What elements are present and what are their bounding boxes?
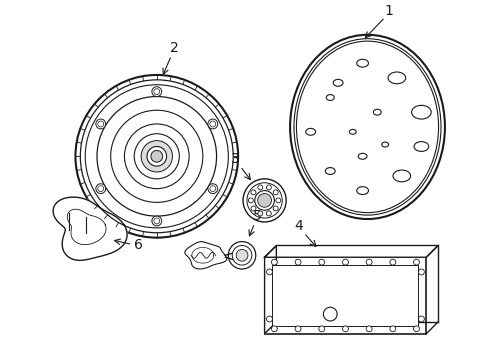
Circle shape: [254, 190, 274, 210]
Polygon shape: [53, 197, 127, 260]
Circle shape: [96, 184, 105, 194]
Circle shape: [342, 259, 347, 265]
Ellipse shape: [356, 59, 368, 67]
Circle shape: [318, 326, 324, 332]
Bar: [272, 265, 418, 326]
Circle shape: [124, 124, 189, 189]
Ellipse shape: [348, 129, 355, 134]
Circle shape: [75, 75, 238, 238]
Circle shape: [266, 185, 271, 190]
Circle shape: [366, 326, 371, 332]
Ellipse shape: [357, 153, 366, 159]
Ellipse shape: [387, 72, 405, 84]
Circle shape: [413, 259, 419, 265]
Bar: [264, 257, 426, 334]
Ellipse shape: [381, 142, 388, 147]
Circle shape: [366, 259, 371, 265]
Circle shape: [152, 216, 162, 226]
Circle shape: [323, 307, 336, 321]
Circle shape: [154, 218, 160, 224]
Circle shape: [257, 194, 271, 207]
Circle shape: [154, 89, 160, 95]
Circle shape: [246, 183, 282, 218]
Circle shape: [80, 80, 233, 233]
Ellipse shape: [332, 79, 342, 86]
Circle shape: [209, 121, 215, 127]
Polygon shape: [264, 246, 437, 257]
Ellipse shape: [411, 105, 430, 119]
Circle shape: [273, 206, 278, 211]
Text: 3: 3: [230, 152, 239, 166]
Circle shape: [243, 179, 285, 222]
Text: 1: 1: [384, 4, 393, 18]
Circle shape: [295, 259, 301, 265]
Ellipse shape: [296, 41, 438, 213]
Circle shape: [207, 184, 217, 194]
Ellipse shape: [289, 35, 444, 219]
Circle shape: [257, 211, 262, 216]
Ellipse shape: [325, 95, 333, 100]
Circle shape: [266, 211, 271, 216]
Circle shape: [207, 119, 217, 129]
Circle shape: [96, 119, 105, 129]
Circle shape: [250, 190, 255, 195]
Circle shape: [418, 316, 424, 322]
Polygon shape: [184, 242, 226, 269]
Circle shape: [141, 141, 172, 172]
Circle shape: [209, 186, 215, 192]
Circle shape: [413, 326, 419, 332]
Circle shape: [389, 326, 395, 332]
Circle shape: [147, 147, 166, 166]
Circle shape: [152, 87, 162, 96]
Circle shape: [98, 121, 103, 127]
Text: 6: 6: [133, 238, 142, 252]
Ellipse shape: [373, 109, 381, 115]
Circle shape: [271, 326, 277, 332]
Ellipse shape: [356, 187, 368, 194]
Circle shape: [389, 259, 395, 265]
Circle shape: [110, 110, 203, 202]
Circle shape: [266, 316, 272, 322]
Circle shape: [266, 269, 272, 275]
Circle shape: [275, 198, 280, 203]
Circle shape: [236, 249, 247, 261]
Circle shape: [271, 259, 277, 265]
Circle shape: [232, 246, 251, 265]
Circle shape: [257, 185, 262, 190]
Ellipse shape: [392, 170, 410, 182]
Circle shape: [318, 259, 324, 265]
Ellipse shape: [325, 167, 334, 175]
Circle shape: [295, 326, 301, 332]
Ellipse shape: [413, 141, 428, 152]
Circle shape: [151, 150, 163, 162]
Text: 5: 5: [253, 209, 262, 223]
Circle shape: [248, 198, 253, 203]
Circle shape: [134, 134, 179, 179]
Circle shape: [273, 190, 278, 195]
Circle shape: [228, 242, 255, 269]
Ellipse shape: [293, 39, 440, 215]
Circle shape: [97, 96, 216, 216]
Circle shape: [85, 85, 228, 228]
Circle shape: [98, 186, 103, 192]
Text: 4: 4: [294, 219, 303, 233]
Text: 2: 2: [170, 41, 179, 55]
Ellipse shape: [305, 129, 315, 135]
Polygon shape: [264, 246, 276, 334]
Circle shape: [250, 206, 255, 211]
Circle shape: [342, 326, 347, 332]
Circle shape: [418, 269, 424, 275]
